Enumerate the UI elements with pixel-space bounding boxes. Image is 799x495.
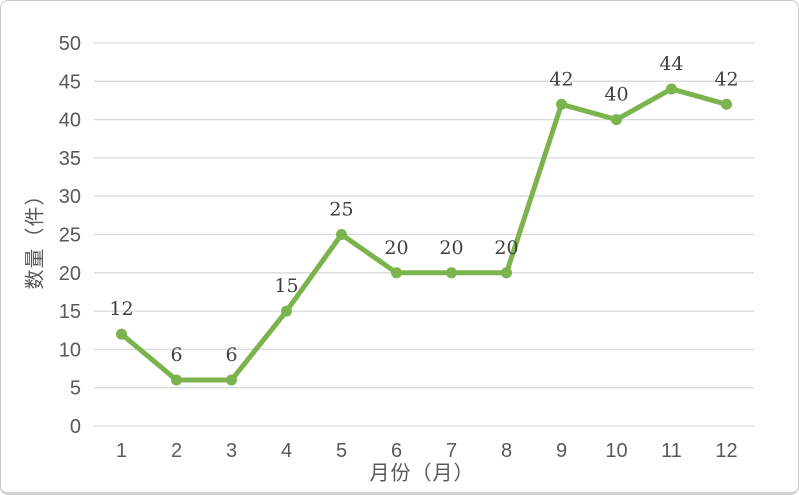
data-label: 42 [549, 68, 573, 90]
data-label: 6 [170, 344, 182, 366]
data-point-marker [281, 305, 292, 317]
x-tick-label: 12 [715, 440, 737, 462]
data-point-marker [611, 114, 622, 126]
y-tick-label: 5 [70, 378, 81, 400]
x-tick-label: 9 [556, 440, 567, 462]
y-tick-label: 50 [59, 33, 81, 55]
x-tick-label: 10 [605, 440, 627, 462]
x-tick-label: 6 [391, 440, 402, 462]
data-label: 20 [439, 237, 463, 259]
x-axis-title: 月份（月） [369, 462, 475, 485]
x-tick-label: 11 [661, 440, 682, 462]
data-point-marker [336, 229, 347, 240]
data-point-marker [116, 328, 127, 340]
x-tick-label: 1 [116, 440, 127, 462]
x-tick-label: 7 [446, 440, 457, 462]
data-point-marker [226, 374, 237, 386]
data-label: 25 [329, 199, 353, 221]
y-tick-label: 45 [59, 71, 81, 93]
data-point-marker [721, 98, 732, 110]
y-tick-label: 30 [59, 186, 81, 208]
y-tick-label: 35 [59, 148, 81, 170]
y-tick-label: 25 [59, 225, 81, 247]
data-label: 15 [274, 275, 298, 297]
x-tick-label: 4 [281, 440, 292, 462]
data-label: 6 [225, 344, 237, 366]
data-label: 12 [109, 298, 133, 320]
data-point-marker [556, 98, 567, 110]
data-label: 40 [604, 84, 628, 106]
y-tick-label: 10 [59, 339, 81, 361]
data-label: 20 [384, 237, 408, 259]
data-point-marker [446, 267, 457, 279]
data-point-marker [501, 267, 512, 279]
y-tick-label: 15 [59, 301, 81, 323]
x-tick-label: 8 [501, 440, 512, 462]
series-line [119, 86, 729, 383]
data-label: 44 [659, 53, 683, 75]
y-tick-label: 0 [70, 416, 81, 438]
data-label: 20 [494, 237, 518, 259]
y-tick-label: 40 [59, 110, 81, 132]
data-point-marker [666, 83, 677, 95]
data-point-marker [171, 374, 182, 386]
x-tick-label: 5 [336, 440, 347, 462]
data-label: 42 [714, 68, 738, 90]
x-tick-label: 2 [171, 440, 182, 462]
y-tick-label: 20 [59, 263, 81, 285]
data-point-marker [391, 267, 402, 279]
y-axis-title: 数量（件） [24, 184, 47, 290]
x-tick-label: 3 [226, 440, 237, 462]
